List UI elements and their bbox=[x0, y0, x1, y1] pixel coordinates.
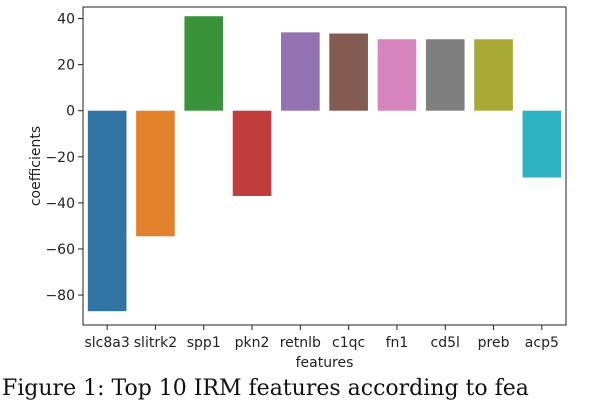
x-axis: slc8a3 slitrk2 spp1 pkn2 retnlb c1qc fn1 cd5l pr… bbox=[85, 325, 559, 351]
bar-cd5l bbox=[425, 39, 465, 111]
x-tick-label-slc8a3: slc8a3 bbox=[85, 335, 130, 351]
bar-acp5 bbox=[522, 110, 562, 178]
y-axis: −80 −60 −40 −20 0 20 40 bbox=[45, 12, 83, 304]
x-axis-label: features bbox=[296, 355, 354, 371]
y-axis-label: coefficients bbox=[28, 126, 44, 206]
bar-retnlb bbox=[281, 32, 320, 111]
x-tick-label-c1qc: c1qc bbox=[332, 335, 365, 351]
bar-slitrk2 bbox=[136, 110, 175, 237]
y-tick-label: 0 bbox=[66, 104, 75, 120]
x-tick-label-cd5l: cd5l bbox=[431, 335, 460, 351]
bar-c1qc bbox=[329, 33, 368, 111]
y-tick-label: −20 bbox=[45, 150, 75, 166]
y-tick-label: −80 bbox=[45, 288, 75, 304]
x-tick-label-fn1: fn1 bbox=[386, 335, 409, 351]
y-tick-label: −40 bbox=[45, 196, 75, 212]
bar-spp1 bbox=[184, 16, 224, 111]
bar-slc8a3 bbox=[87, 110, 127, 312]
x-tick-label-pkn2: pkn2 bbox=[235, 335, 270, 351]
figure-caption: Figure 1: Top 10 IRM features according … bbox=[2, 376, 529, 400]
plot-frame bbox=[82, 6, 567, 326]
x-tick-label-preb: preb bbox=[478, 335, 510, 351]
bar-fn1 bbox=[377, 39, 417, 111]
y-tick-label: 20 bbox=[57, 58, 75, 74]
bars-layer bbox=[87, 16, 562, 312]
y-tick-label: 40 bbox=[57, 12, 75, 28]
x-tick-label-retnlb: retnlb bbox=[280, 335, 321, 351]
bar-preb bbox=[474, 39, 513, 111]
x-tick-label-slitrk2: slitrk2 bbox=[134, 335, 177, 351]
y-tick-label: −60 bbox=[45, 242, 75, 258]
x-tick-label-acp5: acp5 bbox=[525, 335, 559, 351]
x-tick-label-spp1: spp1 bbox=[187, 335, 221, 351]
bar-pkn2 bbox=[232, 110, 272, 196]
